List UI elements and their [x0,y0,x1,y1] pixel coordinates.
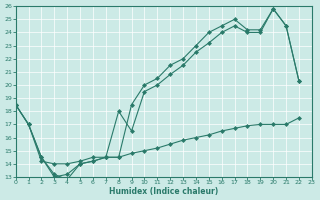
X-axis label: Humidex (Indice chaleur): Humidex (Indice chaleur) [109,187,218,196]
